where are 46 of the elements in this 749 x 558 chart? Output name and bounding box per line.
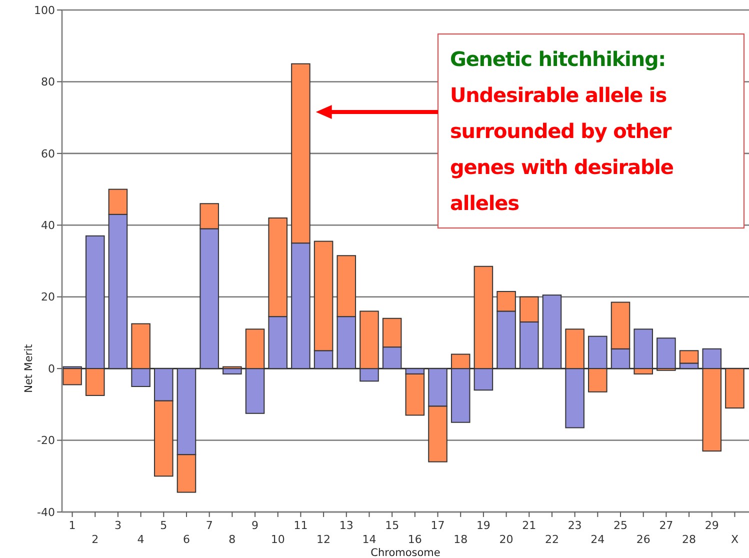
x-tick-label: 20 [499,533,514,546]
x-tick-label: 2 [92,533,99,546]
y-tick-label: 0 [48,362,55,376]
x-tick-label: 29 [704,519,719,532]
x-tick-label: 23 [568,519,582,532]
x-tick-label: 6 [182,533,190,546]
x-tick-label: 3 [114,519,122,532]
y-tick-label: 40 [41,218,55,232]
x-tick-label: 11 [294,519,308,532]
x-tick-label: 12 [316,533,331,546]
x-tick-label: 17 [430,519,445,532]
x-tick-label: 25 [614,519,628,532]
x-tick-label: 28 [682,533,696,546]
bar [725,368,744,409]
x-tick-label: 5 [160,519,168,532]
x-tick-label: 1 [68,519,76,532]
x-tick-label: 8 [228,533,236,546]
x-tick-label: 7 [206,519,213,532]
x-tick-label: 13 [339,519,354,532]
x-tick-label: 14 [362,533,376,546]
bar [656,338,676,370]
x-tick-label: 18 [454,533,468,546]
y-tick-label: -40 [37,506,55,519]
x-tick-label: 9 [252,519,259,532]
x-tick-label: 19 [476,519,490,532]
x-tick-label: 15 [385,519,400,532]
annotation: Undesirable allele is surrounded by other genes with desirable alleles [450,83,674,215]
x-tick-label: 27 [659,519,674,532]
y-tick-label: 80 [41,76,55,89]
x-tick-label: 24 [590,533,605,546]
y-tick-label: 60 [41,147,55,160]
bar [542,294,562,370]
annotation: Genetic hitchhiking: [450,47,666,71]
y-axis-title: Net Merit [23,344,35,393]
x-tick-label: 21 [522,519,536,532]
x-tick-label: 26 [636,533,650,546]
x-tick-label: 16 [408,533,422,546]
x-tick-label: 10 [270,533,285,546]
bar [62,368,82,386]
x-tick-label: 22 [544,533,559,546]
x-tick-label: X [730,533,739,546]
y-tick-label: 20 [41,290,55,304]
y-tick-label: -20 [37,434,55,448]
x-tick-label: 4 [137,533,144,546]
y-tick-label: 100 [34,4,55,17]
x-axis-title: Chromosome [370,547,440,558]
